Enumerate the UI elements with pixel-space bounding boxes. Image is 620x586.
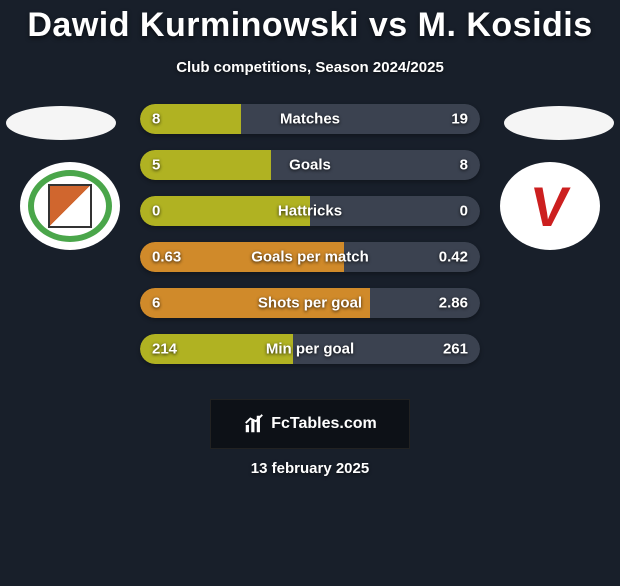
footer-date: 13 february 2025	[0, 460, 620, 477]
stat-row: Goals58	[140, 146, 480, 184]
stat-bar-left	[140, 196, 310, 226]
stat-value-right: 0	[460, 203, 468, 220]
stat-bar-track	[140, 242, 480, 272]
stat-value-right: 19	[451, 111, 468, 128]
stat-bar-track	[140, 288, 480, 318]
stat-value-right: 2.86	[439, 295, 468, 312]
branding-text: FcTables.com	[271, 415, 377, 433]
stat-bar-track	[140, 334, 480, 364]
stat-row: Min per goal214261	[140, 330, 480, 368]
stat-value-left: 0.63	[152, 249, 181, 266]
team-badge-right: V	[500, 162, 600, 250]
player-left-ellipse	[6, 106, 116, 140]
team-badge-left-inner	[40, 182, 100, 230]
stat-row: Hattricks00	[140, 192, 480, 230]
stat-value-right: 0.42	[439, 249, 468, 266]
stat-bar-left	[140, 288, 370, 318]
comparison-bars: Matches819Goals58Hattricks00Goals per ma…	[140, 100, 480, 376]
team-badge-left-emblem	[48, 184, 92, 228]
stat-bar-track	[140, 196, 480, 226]
stat-value-right: 8	[460, 157, 468, 174]
player-right-ellipse	[504, 106, 614, 140]
stat-bar-right	[310, 196, 480, 226]
stat-bar-track	[140, 150, 480, 180]
stat-value-right: 261	[443, 341, 468, 358]
stat-row: Matches819	[140, 100, 480, 138]
stat-value-left: 8	[152, 111, 160, 128]
branding-box: FcTables.com	[210, 399, 410, 449]
stat-row: Shots per goal62.86	[140, 284, 480, 322]
stat-bar-right	[241, 104, 480, 134]
team-badge-right-glyph: V	[527, 174, 573, 239]
stat-row: Goals per match0.630.42	[140, 238, 480, 276]
stat-value-left: 5	[152, 157, 160, 174]
stat-value-left: 214	[152, 341, 177, 358]
stat-bar-right	[271, 150, 480, 180]
stat-value-left: 6	[152, 295, 160, 312]
page-title: Dawid Kurminowski vs M. Kosidis	[0, 6, 620, 45]
team-badge-left	[20, 162, 120, 250]
page-subtitle: Club competitions, Season 2024/2025	[0, 59, 620, 76]
chart-icon	[243, 413, 265, 435]
stat-bar-track	[140, 104, 480, 134]
stat-value-left: 0	[152, 203, 160, 220]
